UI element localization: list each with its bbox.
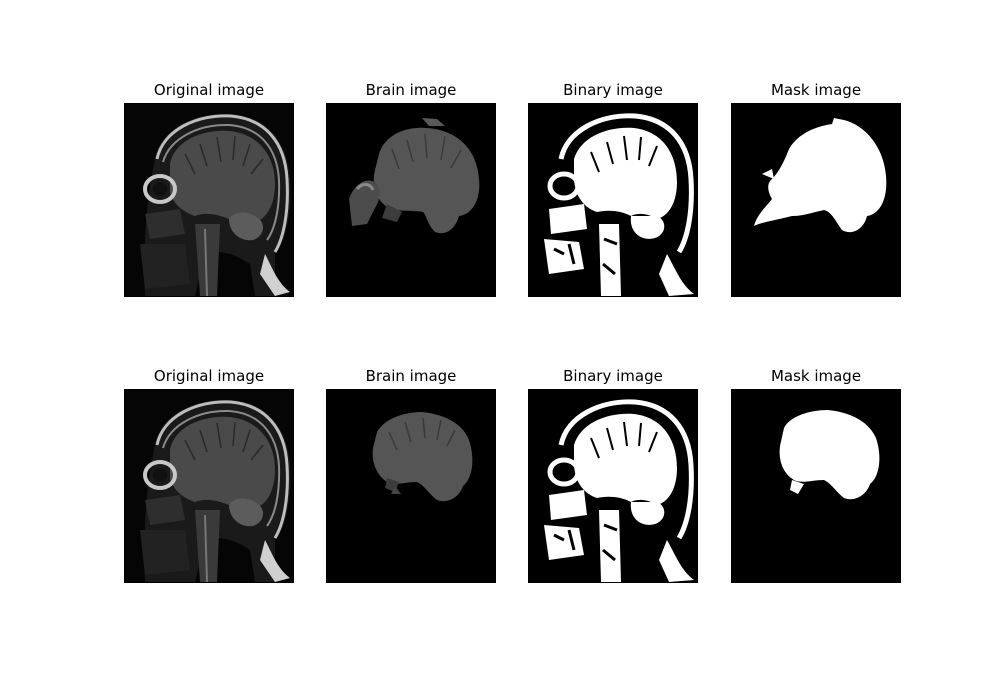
binary-image-graphic [529, 104, 697, 296]
panel-title: Binary image [563, 81, 663, 99]
mask-image-graphic [732, 390, 900, 582]
brain-image [326, 389, 496, 583]
panel-title: Brain image [365, 81, 457, 99]
binary-image [528, 389, 698, 583]
panel-title: Mask image [770, 81, 862, 99]
binary-image-graphic [529, 390, 697, 582]
panel-title: Brain image [365, 367, 457, 385]
panel-title: Original image [153, 367, 265, 385]
original-image-graphic [125, 390, 293, 582]
original-image [124, 103, 294, 297]
binary-image [528, 103, 698, 297]
brain-image-graphic [327, 104, 495, 296]
original-image [124, 389, 294, 583]
mask-image [731, 389, 901, 583]
brain-image [326, 103, 496, 297]
mask-image [731, 103, 901, 297]
panel-title: Binary image [563, 367, 663, 385]
panel-title: Mask image [770, 367, 862, 385]
brain-image-graphic [327, 390, 495, 582]
original-image-graphic [125, 104, 293, 296]
panel-title: Original image [153, 81, 265, 99]
mask-image-graphic [732, 104, 900, 296]
